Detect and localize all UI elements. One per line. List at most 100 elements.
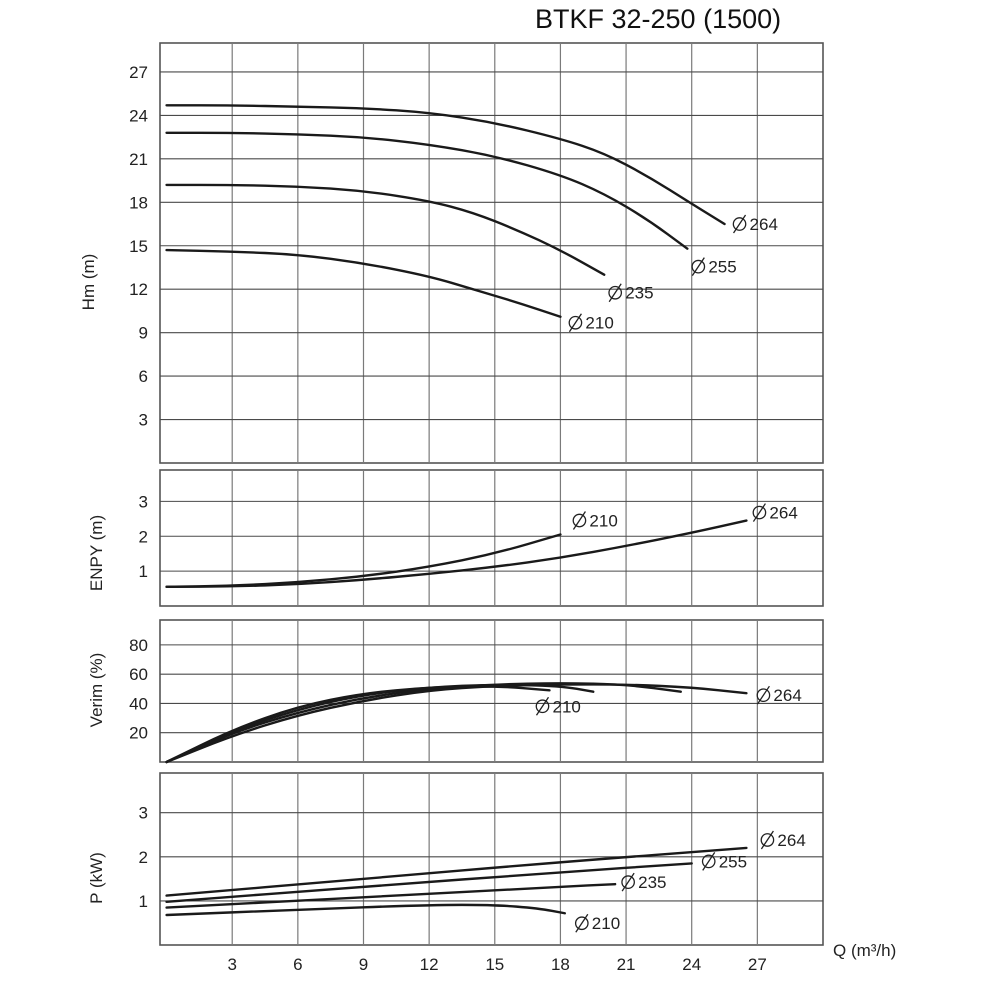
power-curve (165, 882, 617, 909)
efficiency-frame (159, 619, 824, 763)
curve-label: 264 (752, 503, 798, 523)
head-y-tick-label: 15 (129, 237, 148, 256)
head-y-tick-label: 6 (139, 367, 148, 386)
power-y-tick-label: 2 (139, 848, 148, 867)
diameter-icon-slash (756, 685, 770, 705)
curve-label-text: 235 (625, 284, 653, 303)
efficiency-y-ticks: 20 40 60 80 (129, 636, 148, 743)
power-curve (165, 846, 748, 897)
head-y-tick-label: 18 (129, 193, 148, 212)
diameter-icon-slash (568, 313, 582, 333)
diameter-icon (760, 833, 775, 847)
diameter-icon-slash (621, 872, 635, 892)
curve-label-text: 255 (719, 852, 747, 871)
efficiency-curve (165, 682, 682, 764)
efficiency-y-tick-label: 20 (129, 724, 148, 743)
panel-efficiency: 210 264 20 40 60 80 Verim (%) (87, 619, 824, 764)
head-y-tick-label: 21 (129, 150, 148, 169)
curve-label: 235 (608, 283, 654, 303)
curve-label: 255 (701, 852, 747, 871)
curve-label-text: 255 (708, 258, 736, 277)
efficiency-y-tick-label: 60 (129, 665, 148, 684)
diameter-icon (756, 688, 771, 703)
diameter-icon (752, 505, 767, 520)
power-y-tick-label: 3 (139, 804, 148, 823)
x-tick-label: 18 (551, 955, 570, 974)
diameter-icon (621, 875, 635, 889)
diameter-icon (608, 285, 623, 300)
efficiency-y-tick-label: 80 (129, 636, 148, 655)
diameter-icon-slash (702, 852, 716, 871)
diameter-icon-slash (732, 214, 747, 234)
efficiency-curves (165, 682, 748, 764)
diameter-icon (535, 699, 550, 714)
curve-label-text: 210 (589, 512, 617, 531)
head-y-tick-label: 3 (139, 411, 148, 430)
npsh-grid (159, 469, 824, 607)
curve-label-text: 264 (773, 686, 801, 705)
curve-label: 264 (732, 214, 778, 234)
power-curve (165, 862, 693, 903)
power-y-axis-label: P (kW) (87, 852, 106, 904)
head-grid (159, 42, 824, 464)
npsh-curve-labels: 210 264 (572, 503, 798, 531)
x-tick-label: 12 (420, 955, 439, 974)
x-tick-label: 15 (485, 955, 504, 974)
head-y-tick-label: 27 (129, 63, 148, 82)
diameter-icon (691, 259, 706, 274)
efficiency-y-axis-label: Verim (%) (87, 653, 106, 728)
head-y-ticks: 3 6 9 12 15 18 21 24 27 (129, 63, 148, 430)
power-curve (165, 903, 567, 917)
diameter-icon-slash (691, 257, 705, 277)
efficiency-curve (165, 685, 551, 764)
diameter-icon (572, 513, 587, 528)
npsh-curve (165, 519, 748, 589)
diameter-icon (732, 217, 747, 231)
panel-npsh: 210 264 1 2 3 ENPY (m) (87, 469, 824, 607)
head-curve (165, 131, 689, 250)
x-tick-label: 24 (682, 955, 701, 974)
power-frame (159, 772, 824, 946)
x-tick-label: 21 (617, 955, 636, 974)
npsh-frame (159, 469, 824, 607)
curve-label-text: 210 (552, 697, 580, 716)
power-y-ticks: 1 2 3 (139, 804, 148, 911)
npsh-y-tick-label: 2 (139, 527, 148, 546)
curve-label: 264 (756, 685, 802, 705)
npsh-y-ticks: 1 2 3 (139, 492, 148, 581)
curve-label: 235 (621, 872, 667, 892)
curve-label-text: 235 (638, 873, 666, 892)
head-curve-labels: 264 255 235 210 (568, 214, 778, 333)
x-tick-label: 27 (748, 955, 767, 974)
curve-label-text: 264 (777, 831, 805, 850)
head-y-tick-label: 24 (129, 106, 148, 125)
head-curve (165, 248, 562, 318)
curve-label: 255 (691, 257, 737, 277)
panel-power: 264 255 235 210 1 2 3 P (kW) (87, 772, 824, 946)
efficiency-grid (159, 619, 824, 763)
diameter-icon-slash (535, 696, 550, 716)
diameter-icon-slash (760, 830, 774, 850)
diameter-icon (574, 916, 589, 931)
efficiency-y-tick-label: 40 (129, 694, 148, 713)
head-y-tick-label: 12 (129, 280, 148, 299)
curve-label-text: 264 (750, 215, 778, 234)
x-tick-label: 6 (293, 955, 302, 974)
head-curve (165, 104, 726, 226)
head-frame (159, 42, 824, 464)
power-curve-labels: 264 255 235 210 (574, 830, 806, 933)
npsh-y-axis-label: ENPY (m) (87, 515, 106, 591)
curve-label: 210 (568, 313, 614, 333)
head-curves (165, 104, 726, 318)
efficiency-curve (165, 683, 748, 764)
curve-label-text: 264 (769, 504, 797, 523)
diameter-icon (701, 854, 716, 869)
x-axis-ticks: 3 6 9 12 15 18 21 24 27 (227, 955, 766, 974)
panel-head: 264 255 235 210 3 6 9 12 15 18 21 24 27 Hm (m) (79, 42, 824, 464)
head-curve (165, 183, 606, 276)
npsh-y-tick-label: 1 (139, 562, 148, 581)
diameter-icon-slash (608, 283, 622, 303)
curve-label: 210 (574, 913, 620, 933)
curve-label-text: 210 (585, 314, 613, 333)
